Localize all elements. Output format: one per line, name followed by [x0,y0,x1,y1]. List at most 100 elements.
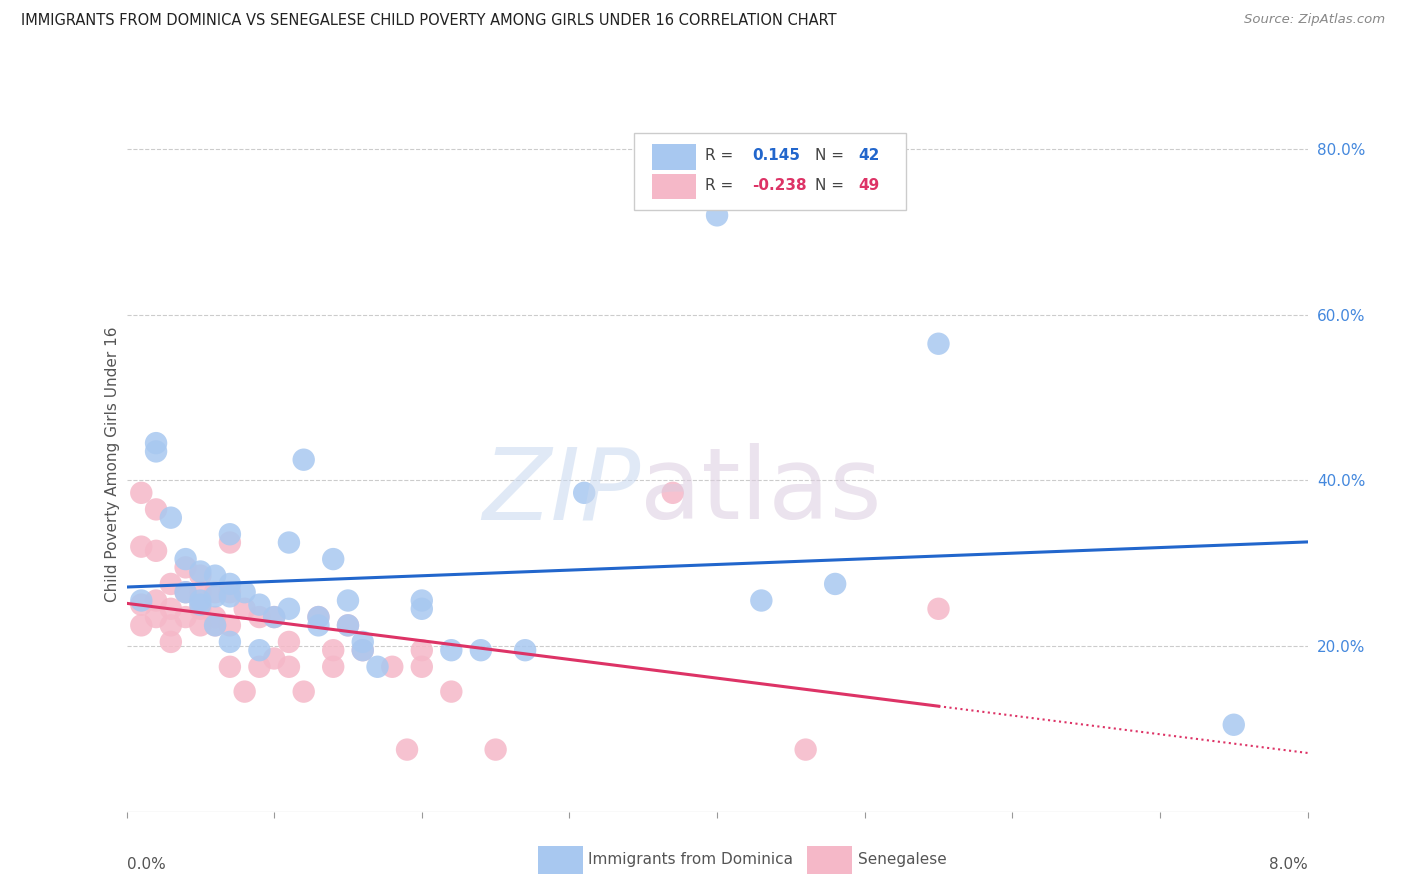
Point [204,590,226,604]
Point [307,610,329,624]
Point [263,610,285,624]
Point [219,585,242,599]
Point [381,660,404,674]
Text: 0.145: 0.145 [752,148,800,163]
Point [233,585,256,599]
Point [160,635,183,649]
FancyBboxPatch shape [652,144,696,169]
Point [307,610,329,624]
Point [470,643,492,657]
Text: R =: R = [706,148,738,163]
Point [411,643,433,657]
Point [337,618,360,632]
Text: 42: 42 [859,148,880,163]
Point [411,602,433,616]
Point [188,593,211,607]
Text: IMMIGRANTS FROM DOMINICA VS SENEGALESE CHILD POVERTY AMONG GIRLS UNDER 16 CORREL: IMMIGRANTS FROM DOMINICA VS SENEGALESE C… [21,13,837,29]
Point [129,485,153,500]
Text: N =: N = [815,148,849,163]
Point [322,552,344,566]
Text: 49: 49 [859,178,880,193]
Point [204,618,226,632]
Point [247,598,270,612]
Point [366,660,388,674]
Text: ZIP: ZIP [482,443,640,541]
Point [174,585,197,599]
Text: Source: ZipAtlas.com: Source: ZipAtlas.com [1244,13,1385,27]
Point [411,660,433,674]
Text: 0.0%: 0.0% [127,857,166,872]
Text: -0.238: -0.238 [752,178,807,193]
Text: N =: N = [815,178,849,193]
Y-axis label: Child Poverty Among Girls Under 16: Child Poverty Among Girls Under 16 [105,326,120,601]
Point [160,618,183,632]
Point [794,742,817,756]
Point [278,635,301,649]
Point [174,552,197,566]
Point [174,585,197,599]
Point [145,444,167,458]
Point [515,643,537,657]
Point [307,618,329,632]
Point [145,502,167,516]
Point [219,660,242,674]
Point [352,635,374,649]
Point [188,602,211,616]
Point [129,540,153,554]
Point [233,602,256,616]
Point [352,643,374,657]
Point [440,684,463,698]
Point [337,593,360,607]
Point [247,643,270,657]
Point [322,660,344,674]
Point [247,660,270,674]
Point [129,593,153,607]
Point [188,568,211,582]
Point [188,598,211,612]
Point [574,485,596,500]
Point [160,602,183,616]
Point [145,610,167,624]
Point [219,618,242,632]
Point [661,485,683,500]
Point [337,618,360,632]
FancyBboxPatch shape [652,174,696,200]
Point [352,643,374,657]
Point [188,618,211,632]
Point [292,684,315,698]
Point [824,577,846,591]
Point [188,565,211,579]
Point [411,593,433,607]
Point [174,560,197,574]
Point [160,577,183,591]
Point [219,590,242,604]
Point [1222,717,1246,731]
Point [204,568,226,582]
Point [706,208,728,222]
Point [219,635,242,649]
Point [928,336,950,351]
Text: Immigrants from Dominica: Immigrants from Dominica [588,853,793,867]
Point [145,593,167,607]
Point [751,593,773,607]
Point [440,643,463,657]
Point [219,527,242,541]
Point [204,618,226,632]
Point [204,610,226,624]
Point [263,651,285,665]
Text: 8.0%: 8.0% [1268,857,1308,872]
Point [233,684,256,698]
Text: Senegalese: Senegalese [858,853,946,867]
FancyBboxPatch shape [634,134,905,210]
Point [278,602,301,616]
Point [160,510,183,524]
Point [396,742,419,756]
Point [263,610,285,624]
Point [129,618,153,632]
Point [484,742,508,756]
Point [292,452,315,467]
Point [129,598,153,612]
Point [145,544,167,558]
Point [188,585,211,599]
Point [204,585,226,599]
